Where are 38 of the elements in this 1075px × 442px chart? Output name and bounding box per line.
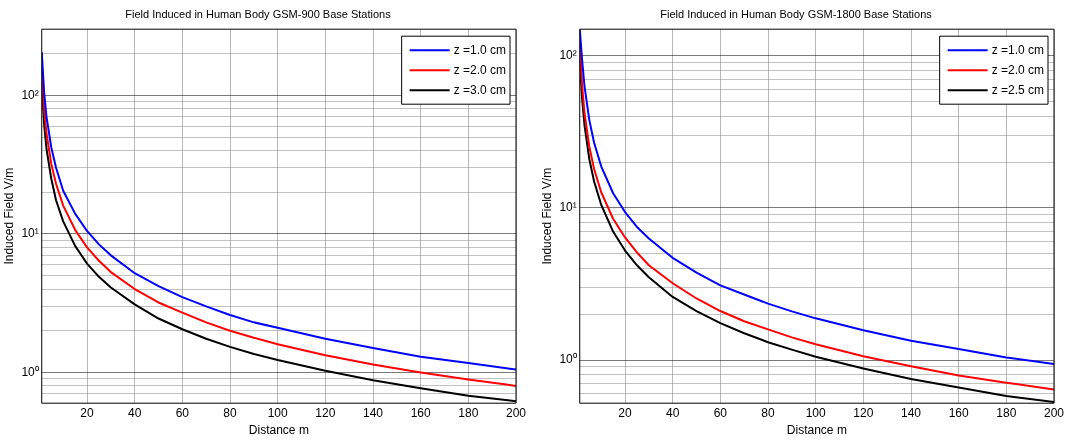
x-tick-label: 20 — [80, 405, 95, 420]
x-axis-title: Distance m — [248, 423, 309, 438]
x-tick-label: 40 — [128, 405, 142, 420]
x-tick-label: 60 — [175, 405, 190, 420]
legend-label: z =1.0 cm — [991, 42, 1045, 57]
legend-label: z =1.0 cm — [453, 42, 507, 57]
legend-label: z =2.5 cm — [991, 82, 1045, 97]
x-tick-label: 160 — [948, 405, 969, 420]
y-tick-label: 10² — [559, 48, 577, 63]
y-tick-label: 10¹ — [559, 200, 577, 215]
x-tick-label: 80 — [223, 405, 238, 420]
x-tick-label: 160 — [410, 405, 431, 420]
y-tick-label: 10⁰ — [559, 352, 577, 367]
legend-label: z =2.0 cm — [991, 62, 1045, 77]
chart-title: Field Induced in Human Body GSM-900 Base Stations — [125, 7, 392, 20]
x-tick-label: 140 — [362, 405, 384, 420]
x-tick-label: 120 — [853, 405, 874, 420]
x-tick-label: 140 — [900, 405, 922, 420]
y-axis-title: Induced Field V/m — [539, 167, 554, 265]
x-tick-label: 180 — [458, 405, 479, 420]
x-tick-label: 100 — [267, 405, 289, 420]
y-tick-label: 10¹ — [21, 226, 39, 241]
chart-title: Field Induced in Human Body GSM-1800 Base Stations — [660, 7, 933, 20]
x-tick-label: 100 — [805, 405, 827, 420]
x-tick-label: 80 — [761, 405, 776, 420]
x-tick-label: 60 — [713, 405, 728, 420]
x-tick-label: 20 — [618, 405, 633, 420]
x-tick-label: 120 — [315, 405, 336, 420]
y-tick-label: 10² — [21, 87, 39, 102]
x-tick-label: 200 — [1043, 405, 1065, 420]
x-axis-title: Distance m — [786, 423, 847, 438]
x-tick-label: 200 — [505, 405, 527, 420]
y-tick-label: 10⁰ — [21, 364, 39, 379]
legend-label: z =3.0 cm — [453, 82, 507, 97]
legend-label: z =2.0 cm — [453, 62, 507, 77]
x-tick-label: 180 — [996, 405, 1017, 420]
x-tick-label: 40 — [666, 405, 680, 420]
y-axis-title: Induced Field V/m — [1, 167, 16, 265]
